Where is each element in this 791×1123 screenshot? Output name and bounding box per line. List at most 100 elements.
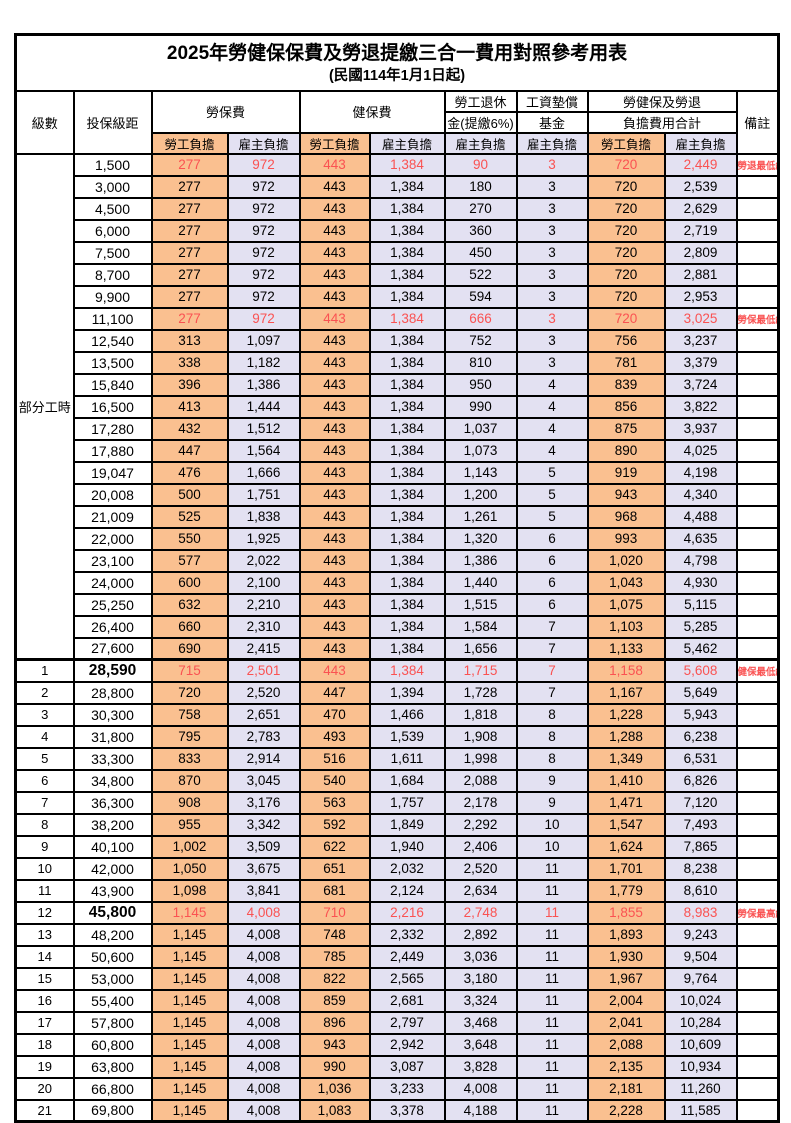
cell-total-employer: 10,284 [663,1010,738,1035]
cell-health-employee: 493 [298,724,371,749]
header-total-employer-share: 雇主負擔 [663,131,738,155]
cell-labor-employee: 795 [150,724,229,749]
header-wage-fund-top: 工資墊償 [515,89,589,113]
cell-total-employee: 1,228 [586,702,666,727]
table-row: 22,000 550 1,925 443 1,384 1,320 6 993 4,635 [16,526,780,551]
cell-bracket: 33,300 [72,746,153,771]
cell-labor-employer: 3,045 [226,768,301,793]
cell-bracket: 36,300 [72,790,153,815]
cell-health-employee: 592 [298,812,371,837]
cell-total-employer: 8,983 [663,900,738,925]
cell-total-employee: 720 [586,284,666,309]
cell-wage-fund-employer: 10 [515,812,589,837]
cell-pension-employer: 3,180 [443,966,518,991]
cell-labor-employer: 4,008 [226,988,301,1013]
cell-wage-fund-employer: 11 [515,944,589,969]
cell-pension-employer: 1,998 [443,746,518,771]
cell-pension-employer: 1,200 [443,482,518,507]
cell-labor-employee: 277 [150,306,229,331]
cell-remark [735,680,780,705]
header-share-row: 勞工負擔 雇主負擔 勞工負擔 雇主負擔 雇主負擔 雇主負擔 勞工負擔 雇主負擔 [16,131,779,155]
cell-health-employer: 1,384 [368,526,446,551]
table-title-block: 2025年勞健保保費及勞退提繳三合一費用對照參考用表 (民國114年1月1日起) [14,33,780,92]
cell-bracket: 17,880 [72,438,153,463]
cell-labor-employer: 972 [226,240,301,265]
cell-total-employee: 1,349 [586,746,666,771]
cell-labor-employer: 1,564 [226,438,301,463]
header-level: 級數 [14,89,75,155]
cell-pension-employer: 752 [443,328,518,353]
cell-labor-employee: 432 [150,416,229,441]
cell-health-employee: 563 [298,790,371,815]
cell-health-employer: 1,384 [368,570,446,595]
cell-health-employer: 1,384 [368,328,446,353]
cell-bracket: 6,000 [72,218,153,243]
cell-level: 21 [14,1098,75,1123]
cell-remark [735,262,780,287]
table-row: 24,000 600 2,100 443 1,384 1,440 6 1,043 4,930 [16,570,780,595]
header-health-fee: 健保費 [298,89,446,134]
cell-labor-employer: 4,008 [226,1032,301,1057]
cell-health-employee: 443 [298,460,371,485]
cell-labor-employee: 1,145 [150,1032,229,1057]
cell-labor-employee: 338 [150,350,229,375]
header-total-top: 勞健保及勞退 [586,89,738,113]
cell-total-employer: 4,635 [663,526,738,551]
cell-bracket: 53,000 [72,966,153,991]
cell-health-employer: 1,384 [368,460,446,485]
cell-total-employee: 720 [586,196,666,221]
header-remark: 備註 [735,89,780,155]
cell-total-employer: 5,462 [663,636,738,661]
cell-health-employer: 1,384 [368,636,446,661]
cell-level: 16 [14,988,75,1013]
cell-total-employee: 1,043 [586,570,666,595]
cell-labor-employee: 1,145 [150,900,229,925]
cell-labor-employer: 2,520 [226,680,301,705]
cell-pension-employer: 360 [443,218,518,243]
cell-bracket: 25,250 [72,592,153,617]
cell-health-employee: 622 [298,834,371,859]
cell-level: 8 [14,812,75,837]
table-row: 8 38,200 955 3,342 592 1,849 2,292 10 1,547 7,493 [14,812,780,837]
cell-remark [735,966,780,991]
cell-pension-employer: 2,406 [443,834,518,859]
cell-pension-employer: 666 [443,306,518,331]
cell-total-employer: 7,493 [663,812,738,837]
table-row: 13 48,200 1,145 4,008 748 2,332 2,892 11 1,893 9,… [14,922,780,947]
cell-bracket: 34,800 [72,768,153,793]
cell-health-employer: 1,384 [368,262,446,287]
cell-bracket: 30,300 [72,702,153,727]
cell-health-employee: 443 [298,526,371,551]
cell-pension-employer: 180 [443,174,518,199]
cell-labor-employer: 2,415 [226,636,301,661]
table-row: 4 31,800 795 2,783 493 1,539 1,908 8 1,288 6,238 [14,724,780,749]
cell-total-employer: 3,237 [663,328,738,353]
cell-labor-employee: 1,145 [150,1076,229,1101]
cell-remark [735,856,780,881]
cell-health-employer: 2,032 [368,856,446,881]
cell-wage-fund-employer: 7 [515,614,589,639]
cell-remark [735,746,780,771]
cell-health-employer: 1,384 [368,196,446,221]
cell-labor-employer: 2,783 [226,724,301,749]
cell-bracket: 28,590 [72,658,153,683]
cell-labor-employer: 4,008 [226,1098,301,1123]
cell-labor-employer: 2,651 [226,702,301,727]
cell-remark [735,768,780,793]
cell-bracket: 43,900 [72,878,153,903]
cell-total-employer: 5,285 [663,614,738,639]
cell-labor-employer: 1,666 [226,460,301,485]
table-row: 1 28,590 715 2,501 443 1,384 1,715 7 1,158 5,608 健… [14,658,780,683]
cell-total-employer: 5,608 [663,658,738,683]
cell-total-employer: 5,115 [663,592,738,617]
cell-pension-employer: 1,386 [443,548,518,573]
table-row: 20 66,800 1,145 4,008 1,036 3,233 4,008 11 2,181… [14,1076,780,1101]
cell-remark [735,372,780,397]
cell-total-employer: 6,826 [663,768,738,793]
cell-total-employee: 720 [586,240,666,265]
cell-labor-employee: 1,145 [150,1054,229,1079]
cell-labor-employer: 4,008 [226,1076,301,1101]
cell-wage-fund-employer: 11 [515,1076,589,1101]
cell-bracket: 42,000 [72,856,153,881]
cell-health-employee: 681 [298,878,371,903]
